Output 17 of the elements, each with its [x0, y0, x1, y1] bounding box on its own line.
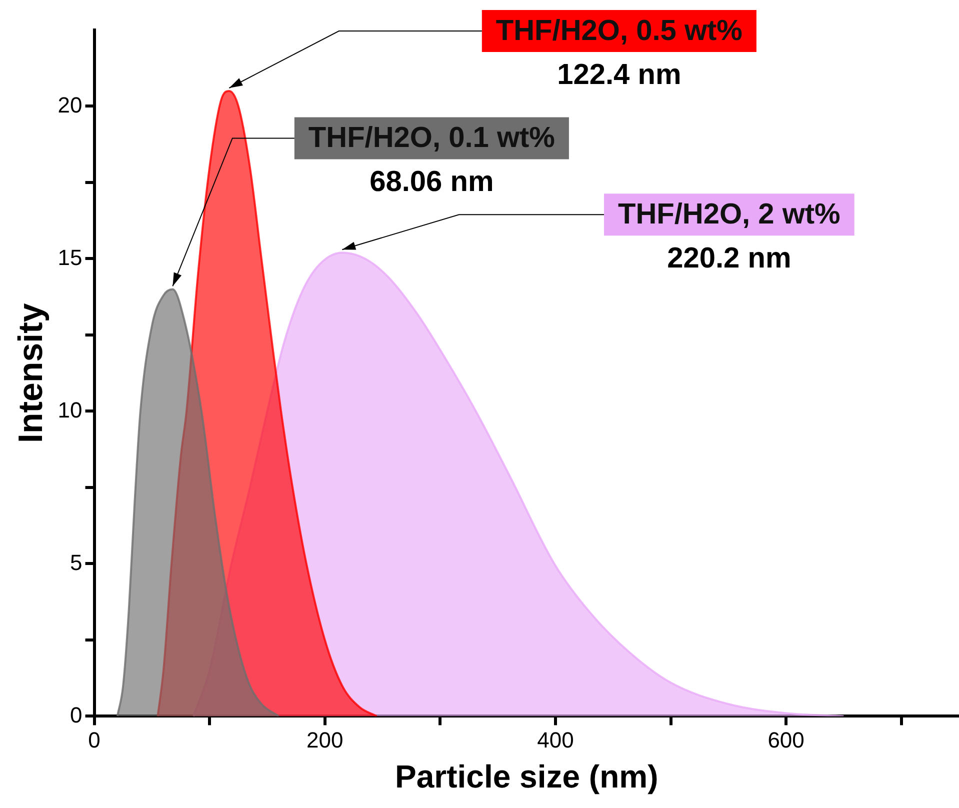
text: THF/H2O, 0.1 wt%	[308, 122, 556, 154]
y-tick-label: 5	[70, 550, 82, 575]
annotation: 220.2 nm	[667, 242, 792, 275]
text: THF/H2O, 0.5 wt%	[496, 14, 743, 47]
y-tick-label: 10	[58, 397, 82, 422]
text: THF/H2O, 2 wt%	[618, 198, 841, 231]
y-tick-label: 15	[58, 244, 82, 270]
annotation: 68.06 nm	[370, 166, 494, 198]
x-axis-title: Particle size (nm)	[395, 758, 658, 795]
x-tick-label: 400	[537, 727, 574, 752]
x-tick-label: 0	[88, 727, 100, 752]
y-tick-label: 0	[70, 702, 82, 728]
x-tick-label: 600	[768, 727, 804, 752]
y-tick-label: 20	[58, 92, 82, 118]
annotation: 122.4 nm	[557, 58, 682, 91]
x-tick-label: 200	[306, 727, 344, 752]
y-axis-title: Intensity	[12, 303, 50, 444]
